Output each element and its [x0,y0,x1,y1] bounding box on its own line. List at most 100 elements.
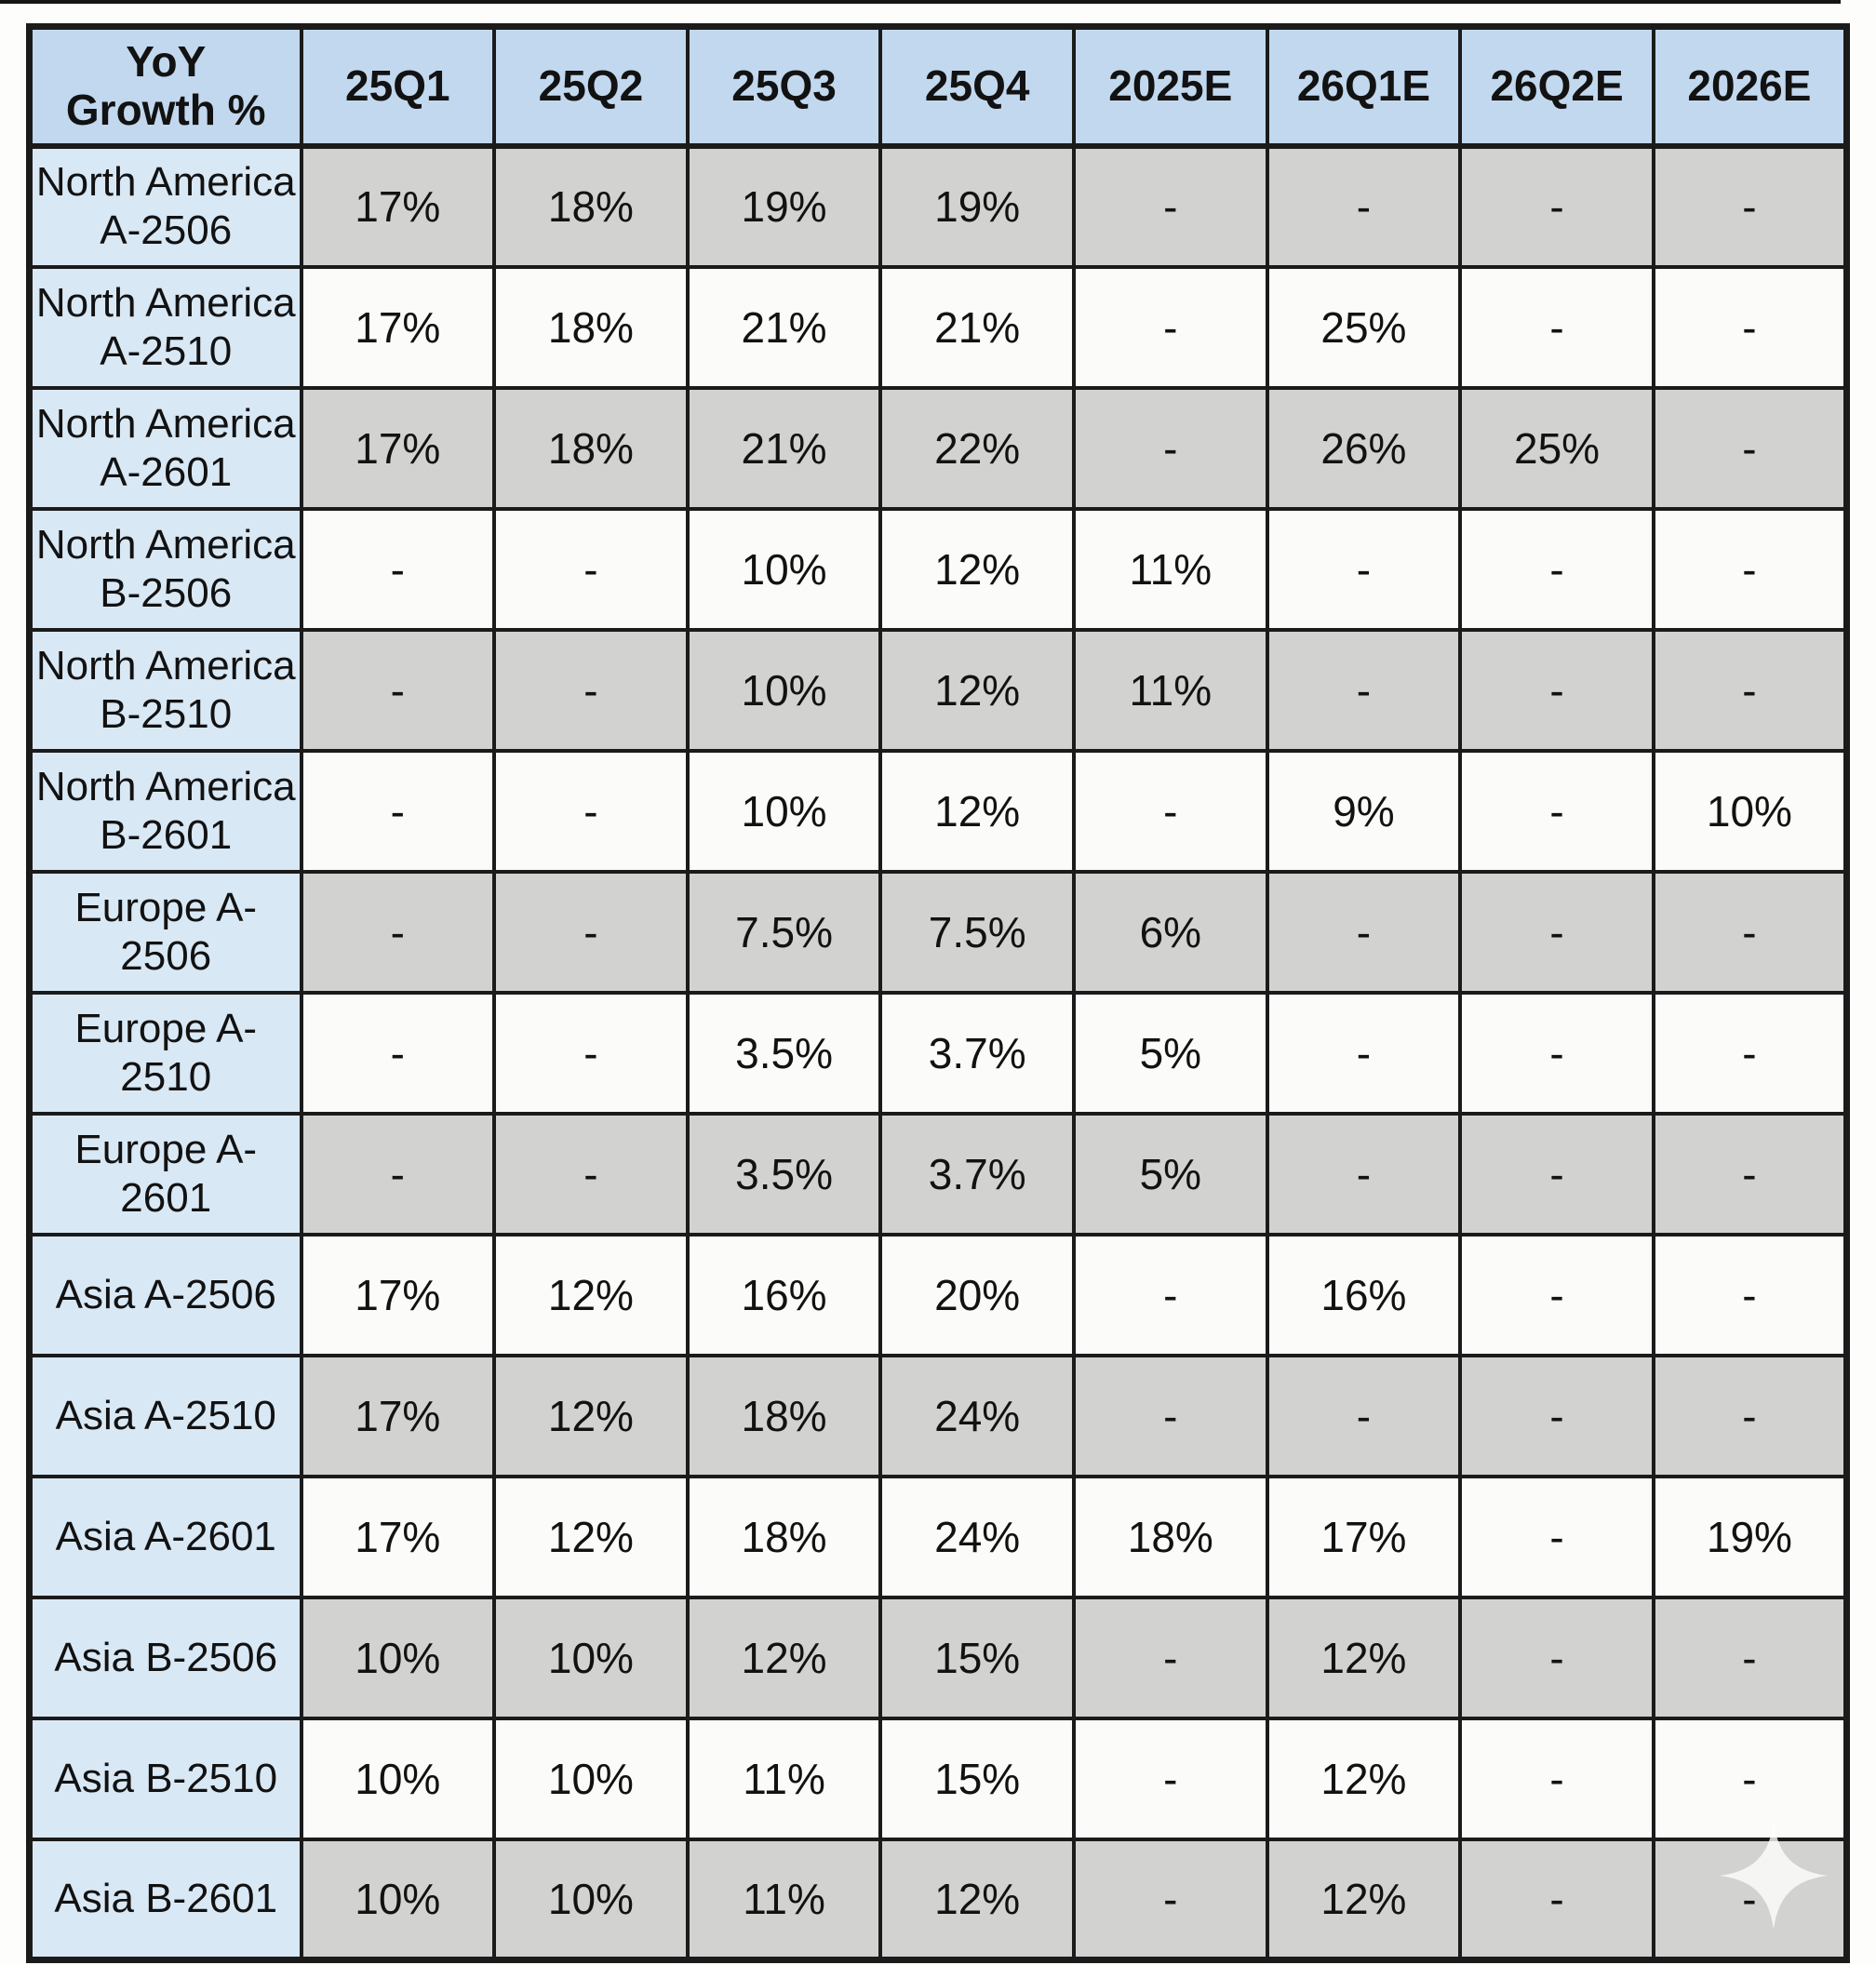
row-label-cell: Europe A-2510 [27,990,303,1116]
column-header-cell: 25Q1 [299,24,497,149]
row-label-cell: North America A-2510 [27,264,303,390]
row-label-cell: Europe A-2601 [27,1111,303,1236]
data-cell: - [1072,1716,1269,1841]
data-cell: - [1265,869,1463,995]
data-cell: - [1458,264,1655,390]
data-cell: - [1651,1111,1849,1236]
column-header-cell: 25Q3 [685,24,883,149]
table-header: YoY Growth % 25Q1 25Q2 25Q3 25Q4 2025E 26Q1E 26… [27,24,1849,149]
data-cell: - [492,990,690,1116]
data-cell: 24% [878,1353,1076,1478]
data-cell: 3.7% [878,990,1076,1116]
data-cell: - [1458,1111,1655,1236]
table-row: North America A-2601 17% 18% 21% 22% -26% 25% - [27,385,1849,511]
data-cell: - [299,506,497,632]
data-cell: 11% [685,1716,883,1841]
row-label-cell: Asia B-2510 [27,1716,303,1841]
data-cell: - [1265,990,1463,1116]
data-cell: 16% [685,1232,883,1357]
table-row: Asia B-2510 10% 10% 11% 15% -12% - - [27,1716,1849,1841]
data-cell: 12% [1265,1837,1463,1962]
data-cell: - [1458,748,1655,874]
row-label-cell: North America A-2601 [27,385,303,511]
corner-header-cell: YoY Growth % [27,24,303,149]
data-cell: 12% [878,506,1076,632]
data-cell: - [1072,1232,1269,1357]
data-cell: 3.5% [685,1111,883,1236]
data-cell: - [1651,1232,1849,1357]
data-cell: 10% [492,1595,690,1720]
data-cell: 17% [299,385,497,511]
data-cell: 11% [685,1837,883,1962]
data-cell: 26% [1265,385,1463,511]
row-label-cell: North America B-2601 [27,748,303,874]
row-label-cell: Asia B-2506 [27,1595,303,1720]
column-header-cell: 26Q2E [1458,24,1655,149]
data-cell: - [299,869,497,995]
data-cell: 10% [685,627,883,753]
data-cell: - [1072,264,1269,390]
table-row: Asia A-2506 17% 12% 16% 20% -16% - - [27,1232,1849,1357]
data-cell: 19% [878,143,1076,269]
data-cell: - [1265,143,1463,269]
data-cell: 24% [878,1474,1076,1599]
data-cell: 18% [685,1474,883,1599]
data-cell: - [1651,1716,1849,1841]
data-cell: 12% [878,627,1076,753]
data-cell: - [1458,1353,1655,1478]
yoy-growth-table: YoY Growth % 25Q1 25Q2 25Q3 25Q4 2025E 26Q1E 26… [26,23,1850,1963]
row-label-cell: Asia A-2601 [27,1474,303,1599]
data-cell: - [1458,627,1655,753]
data-cell: 6% [1072,869,1269,995]
column-header-cell: 26Q1E [1265,24,1463,149]
column-header-cell: 25Q4 [878,24,1076,149]
table-row: North America A-2510 17% 18% 21% 21% -25% - - [27,264,1849,390]
data-cell: - [299,1111,497,1236]
data-cell: - [1458,506,1655,632]
data-cell: 10% [685,748,883,874]
data-cell: 3.7% [878,1111,1076,1236]
table-row: North America A-2506 17% 18% 19% 19% - - - - [27,143,1849,269]
data-cell: 11% [1072,627,1269,753]
data-cell: 17% [299,1353,497,1478]
data-cell: 21% [685,264,883,390]
data-cell: - [1458,1232,1655,1357]
data-cell: - [1072,1595,1269,1720]
data-cell: - [492,1111,690,1236]
data-cell: 3.5% [685,990,883,1116]
data-cell: - [492,748,690,874]
data-cell: 25% [1265,264,1463,390]
data-cell: 18% [492,143,690,269]
data-cell: 11% [1072,506,1269,632]
data-cell: 10% [299,1716,497,1841]
data-cell: 12% [492,1232,690,1357]
data-cell: 17% [299,143,497,269]
data-cell: 10% [299,1837,497,1962]
row-label-cell: North America B-2510 [27,627,303,753]
data-cell: 21% [685,385,883,511]
data-cell: - [1265,1353,1463,1478]
data-cell: - [1458,1474,1655,1599]
row-label-cell: Asia A-2510 [27,1353,303,1478]
table-row: Asia B-2506 10% 10% 12% 15% -12% - - [27,1595,1849,1720]
data-cell: - [1458,1595,1655,1720]
data-cell: - [299,748,497,874]
data-cell: 15% [878,1716,1076,1841]
data-cell: - [299,627,497,753]
data-cell: 16% [1265,1232,1463,1357]
data-cell: 25% [1458,385,1655,511]
table-row: North America B-2506- -10% 12% 11% - - - [27,506,1849,632]
row-label-cell: North America B-2506 [27,506,303,632]
data-cell: 10% [299,1595,497,1720]
data-cell: 12% [878,1837,1076,1962]
column-header-cell: 25Q2 [492,24,690,149]
table-row: Asia A-2510 17% 12% 18% 24% - - - - [27,1353,1849,1478]
data-cell: 17% [1265,1474,1463,1599]
row-label-cell: Asia A-2506 [27,1232,303,1357]
table-header-row: YoY Growth % 25Q1 25Q2 25Q3 25Q4 2025E 26Q1E 26… [27,24,1849,149]
data-cell: 17% [299,1474,497,1599]
data-cell: - [492,869,690,995]
data-cell: 19% [1651,1474,1849,1599]
data-cell: 10% [685,506,883,632]
table-body: North America A-2506 17% 18% 19% 19% - - - - Nort… [27,143,1849,1962]
